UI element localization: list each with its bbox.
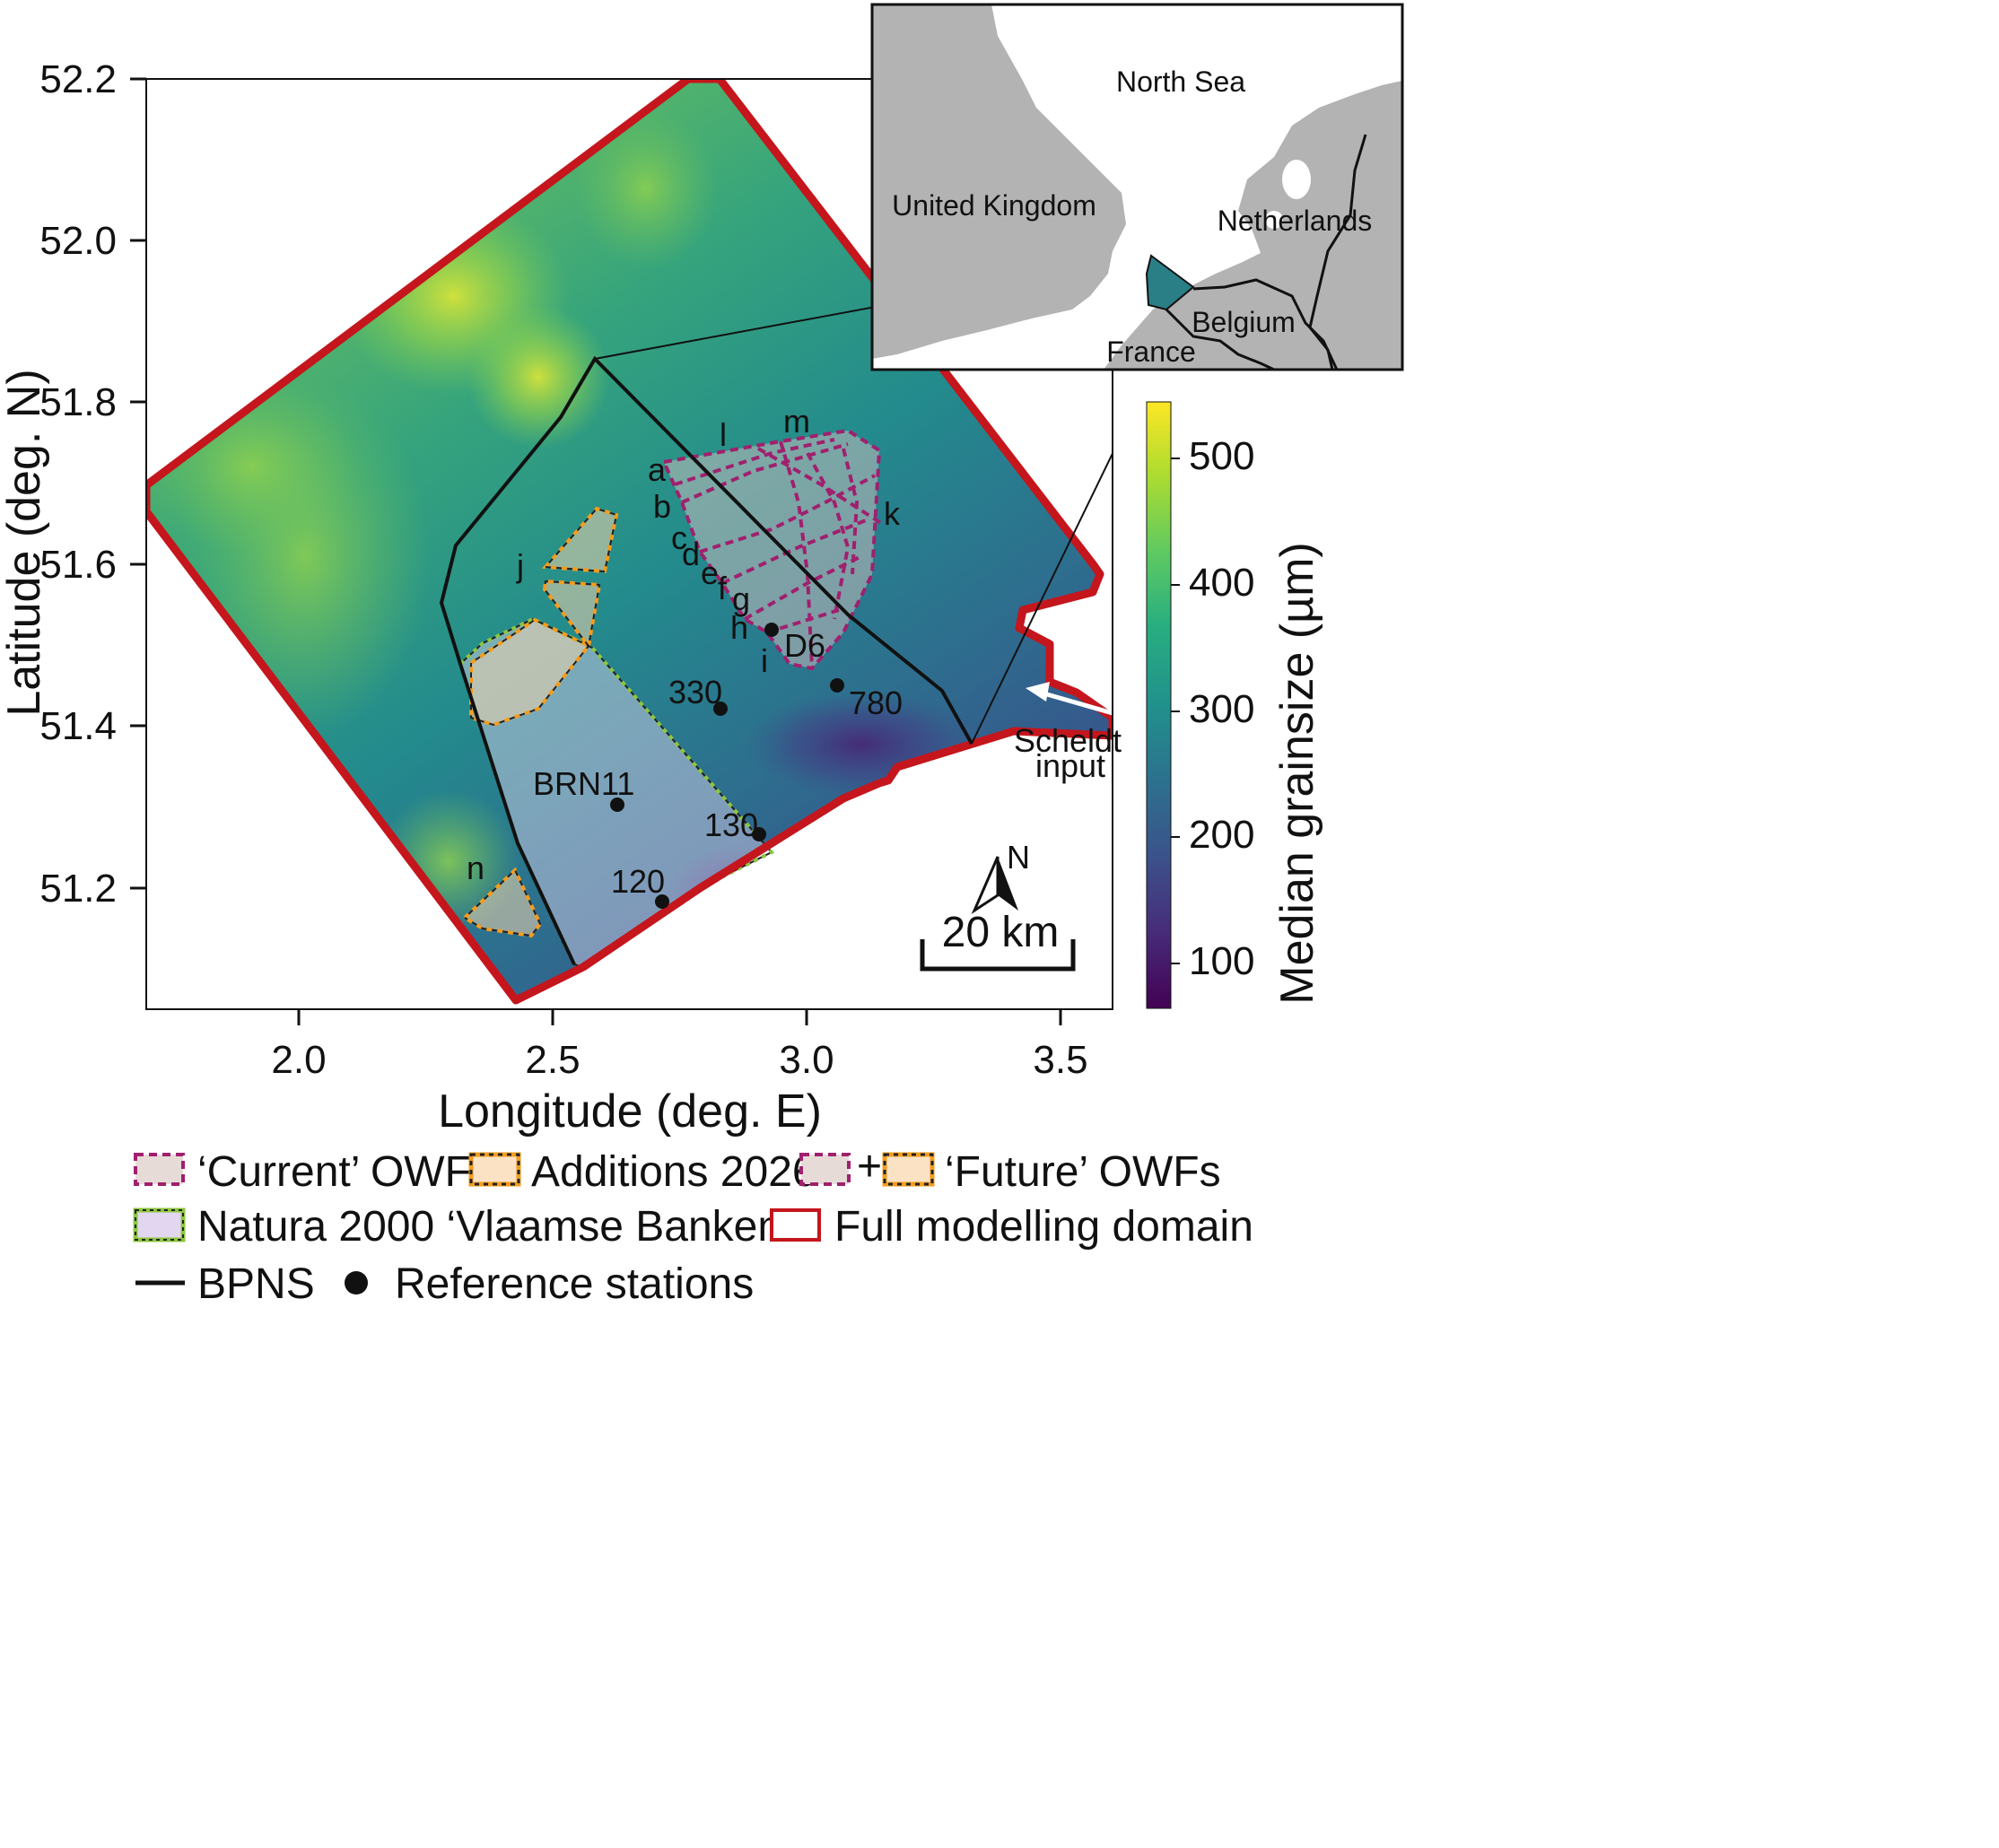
uk-land — [872, 4, 1126, 359]
owf-label-k: k — [884, 495, 901, 532]
legend-label-additions: Additions 2026 — [531, 1148, 816, 1196]
legend-label-stations: Reference stations — [395, 1260, 754, 1308]
legend: ‘Current’ OWFs Additions 2026 + ‘Future’… — [133, 1143, 1253, 1308]
legend-swatch-future-current — [799, 1153, 851, 1186]
owf-label-n: n — [467, 850, 484, 886]
country-label-netherlands: Netherlands — [1218, 205, 1373, 237]
station-780-marker — [830, 678, 844, 693]
colorbar-label: Median grainsize (µm) — [1271, 542, 1323, 1004]
y-tick-label: 51.4 — [39, 704, 117, 748]
owf-label-j: j — [516, 547, 524, 584]
owf-label-e: e — [701, 554, 719, 591]
owf-label-g: g — [732, 580, 750, 617]
additions-2026-owfs — [461, 506, 619, 938]
current-owfs — [661, 428, 886, 671]
station-brn11-label: BRN11 — [533, 765, 634, 802]
inset-map: North Sea United Kingdom Netherlands Bel… — [870, 3, 1404, 371]
x-tick-label: 2.0 — [271, 1038, 326, 1082]
country-label-belgium: Belgium — [1192, 306, 1296, 338]
station-130-label: 130 — [704, 806, 758, 843]
station-120-marker — [655, 894, 669, 909]
inset-bpns — [1145, 254, 1195, 311]
owf-label-b: b — [653, 488, 671, 525]
colorbar-tick: 300 — [1189, 687, 1254, 731]
legend-swatch-natura — [133, 1207, 186, 1242]
legend-swatch-additions — [468, 1152, 521, 1187]
station-d6-marker — [764, 623, 779, 637]
bpns-boundary — [439, 355, 973, 965]
inset-frame — [870, 3, 1404, 371]
legend-swatch-future-additions — [882, 1152, 935, 1187]
scheldt-label-line2: input — [1035, 747, 1105, 784]
y-tick-label: 51.2 — [39, 867, 117, 911]
scheldt-label-line1: Scheldt — [1014, 722, 1122, 759]
y-tick-label: 52.2 — [39, 57, 117, 101]
station-330-label: 330 — [668, 674, 722, 710]
y-tick-label: 51.6 — [39, 543, 117, 587]
y-axis-title: Latitude (deg. N) — [0, 369, 50, 716]
owf-j-north — [541, 506, 619, 574]
country-label-france: France — [1106, 336, 1196, 368]
legend-swatch-current — [134, 1153, 185, 1186]
owf-label-i: i — [761, 642, 768, 679]
owf-labels: a b c d e f g h i j k l m n — [467, 403, 901, 886]
owf-label-a: a — [648, 451, 667, 488]
full-modelling-domain — [146, 79, 1113, 1005]
x-tick-label: 3.0 — [779, 1038, 834, 1082]
inset-title: North Sea — [1116, 65, 1245, 98]
owf-additions-mid — [469, 617, 592, 728]
x-axis-title: Longitude (deg. E) — [438, 1085, 822, 1138]
north-label: N — [1007, 839, 1030, 876]
owf-j-south — [542, 579, 602, 650]
station-130-marker — [752, 827, 766, 841]
plot-frame — [145, 78, 1113, 1010]
owf-label-m: m — [783, 403, 810, 440]
border-line — [1308, 134, 1367, 370]
legend-label-bpns: BPNS — [197, 1260, 315, 1308]
legend-label-future: ‘Future’ OWFs — [945, 1148, 1221, 1196]
station-120-label: 120 — [611, 863, 665, 900]
inset-zoom-line — [971, 451, 1113, 745]
owf-label-d: d — [682, 536, 700, 572]
owf-cluster-outline — [661, 428, 882, 671]
station-780-label: 780 — [849, 684, 903, 721]
reference-stations: D6 330 780 BRN11 130 120 — [533, 623, 903, 909]
border-line — [1192, 278, 1339, 370]
colorbar-ramp — [1146, 401, 1172, 1009]
x-axis — [297, 1009, 1062, 1025]
scheldt-arrow — [1026, 682, 1113, 716]
legend-label-natura: Natura 2000 ‘Vlaamse Banken’ — [197, 1203, 791, 1251]
colorbar-tick: 500 — [1189, 434, 1254, 478]
y-axis — [130, 77, 146, 890]
north-arrow: N — [971, 839, 1030, 914]
legend-label-current: ‘Current’ OWFs — [197, 1148, 493, 1196]
border-line — [1165, 308, 1275, 371]
owf-label-l: l — [720, 416, 727, 453]
owf-label-c: c — [671, 519, 687, 556]
colorbar-tick: 200 — [1189, 813, 1254, 857]
x-tick-label: 3.5 — [1033, 1038, 1087, 1082]
y-tick-label: 52.0 — [39, 219, 117, 263]
station-brn11-marker — [610, 798, 624, 812]
y-tick-label: 51.8 — [39, 380, 117, 424]
legend-plus: + — [857, 1143, 882, 1190]
scale-bar: 20 km — [920, 909, 1076, 972]
colorbar-tick: 100 — [1189, 939, 1254, 983]
station-330-marker — [713, 702, 728, 716]
legend-swatch-domain — [770, 1208, 821, 1242]
colorbar-tick: 400 — [1189, 561, 1254, 605]
legend-swatch-stations — [345, 1271, 368, 1294]
colorbar: 500 400 300 200 100 Median grainsize (µm… — [1146, 401, 1323, 1009]
x-tick-label: 2.5 — [525, 1038, 580, 1082]
owf-label-f: f — [718, 570, 728, 606]
owf-n — [461, 867, 543, 938]
station-d6-label: D6 — [784, 627, 825, 664]
owf-label-h: h — [730, 609, 748, 646]
scale-bar-label: 20 km — [942, 909, 1060, 956]
country-label-uk: United Kingdom — [892, 189, 1096, 222]
legend-label-domain: Full modelling domain — [834, 1203, 1253, 1251]
